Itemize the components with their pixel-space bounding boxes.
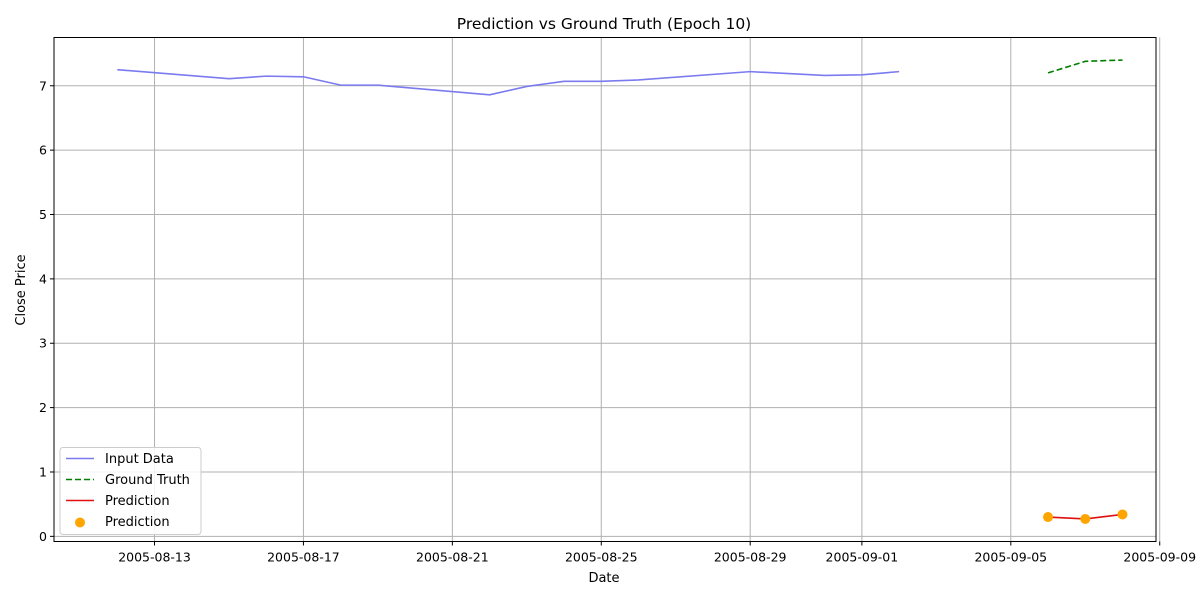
y-tick-label: 3 <box>39 336 47 351</box>
x-tick-label: 2005-09-05 <box>974 550 1047 565</box>
y-tick-label: 5 <box>39 207 47 222</box>
y-tick-label: 4 <box>39 271 47 286</box>
legend-label: Prediction <box>105 515 170 530</box>
y-tick-label: 0 <box>39 529 47 544</box>
y-tick-label: 1 <box>39 464 47 479</box>
y-tick-label: 7 <box>39 78 47 93</box>
y-tick-label: 6 <box>39 143 47 158</box>
x-tick-label: 2005-08-25 <box>565 550 638 565</box>
legend-label: Prediction <box>105 494 170 509</box>
x-tick-label: 2005-09-01 <box>826 550 899 565</box>
x-tick-label: 2005-08-21 <box>416 550 489 565</box>
legend: Input Data Ground Truth Prediction Predicti… <box>59 447 202 535</box>
legend-label: Input Data <box>105 452 174 467</box>
x-tick-label: 2005-08-17 <box>267 550 340 565</box>
series-layer <box>117 59 1128 524</box>
x-axis-label: Date <box>588 571 619 586</box>
x-tick-label: 2005-08-29 <box>714 550 787 565</box>
scatter-point <box>1117 509 1128 520</box>
x-tick-label: 2005-08-13 <box>118 550 191 565</box>
legend-swatch <box>75 517 85 528</box>
scatter-point <box>1043 512 1054 523</box>
legend-label: Ground Truth <box>105 473 190 488</box>
legend-box <box>59 447 202 535</box>
x-axis-ticks: 2005-08-13 2005-08-17 2005-08-21 2005-08-25… <box>118 541 1196 565</box>
y-axis-ticks: 0 1 2 3 4 5 6 7 <box>39 78 54 544</box>
plot-frame <box>53 37 1157 542</box>
y-tick-label: 2 <box>39 400 47 415</box>
grid <box>54 37 1161 542</box>
y-axis-label: Close Price <box>14 254 29 325</box>
series-line-0 <box>117 68 900 96</box>
series-line-1 <box>1047 59 1123 74</box>
x-tick-label: 2005-09-09 <box>1123 550 1196 565</box>
scatter-point <box>1080 513 1091 524</box>
chart-title: Prediction vs Ground Truth (Epoch 10) <box>457 15 751 33</box>
